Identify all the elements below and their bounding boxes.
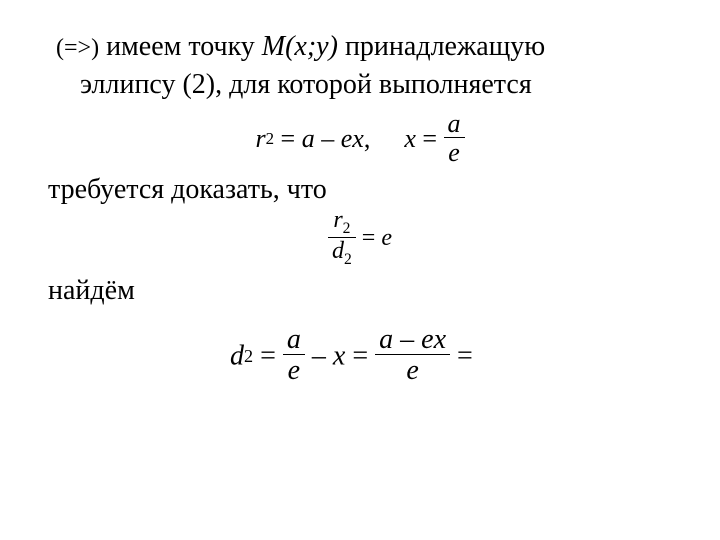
- equals-4: =: [253, 340, 283, 371]
- var-a: a: [302, 124, 315, 153]
- frac-den-d2: d2: [328, 237, 356, 269]
- var-e: e: [341, 124, 353, 153]
- equals-5: =: [345, 340, 375, 371]
- var-r: r: [255, 124, 265, 153]
- point-name: M(x;y): [262, 31, 338, 62]
- equals-6: =: [450, 340, 473, 371]
- frac2-den: e: [375, 354, 450, 387]
- equals-3: =: [356, 225, 382, 251]
- equation-r2-and-x: r2 = a – ex,x = ae: [40, 110, 680, 168]
- equals-2: =: [416, 124, 444, 153]
- sub-d2: 2: [244, 345, 253, 365]
- var-x3: x: [333, 340, 345, 371]
- frac-num-r2: r2: [328, 208, 356, 237]
- implication-symbol: (=>): [56, 35, 99, 61]
- equals-1: =: [274, 124, 302, 153]
- frac1-den: e: [283, 354, 305, 387]
- equation-ratio-equals-e: r2 d2 = e: [40, 208, 680, 269]
- var-d: d: [230, 340, 244, 371]
- text-need-to-prove: требуется доказать, что: [48, 174, 680, 206]
- frac-den-e: e: [444, 137, 465, 168]
- var-e-rhs: e: [381, 225, 392, 251]
- text-belonging: принадлежащую: [338, 31, 545, 62]
- var-x: x: [352, 124, 364, 153]
- frac-num-a: a: [444, 110, 465, 137]
- paragraph-line-1: (=>) имеем точку M(x;y) принадлежащую: [56, 28, 680, 66]
- frac2-num: a – ex: [375, 325, 450, 354]
- sub-r2: 2: [266, 129, 274, 148]
- fraction-a-over-e: ae: [444, 110, 465, 168]
- paragraph-line-2: эллипсу (2), для которой выполняется: [80, 66, 680, 104]
- minus-1: –: [315, 124, 341, 153]
- comma: ,: [364, 124, 371, 153]
- fraction-r2-over-d2: r2 d2: [328, 208, 356, 269]
- text-lets-find: найдём: [48, 275, 680, 307]
- text-ellipse-condition: эллипсу (2), для которой выполняется: [80, 69, 532, 100]
- text-have-point: имеем точку: [99, 31, 262, 62]
- minus-2: –: [305, 340, 333, 371]
- frac1-num: a: [283, 325, 305, 354]
- fraction-a-over-e-2: ae: [283, 325, 305, 388]
- fraction-a-minus-ex-over-e: a – exe: [375, 325, 450, 388]
- var-x2: x: [404, 124, 416, 153]
- equation-d2-derivation: d2 = ae – x = a – exe =: [230, 325, 680, 388]
